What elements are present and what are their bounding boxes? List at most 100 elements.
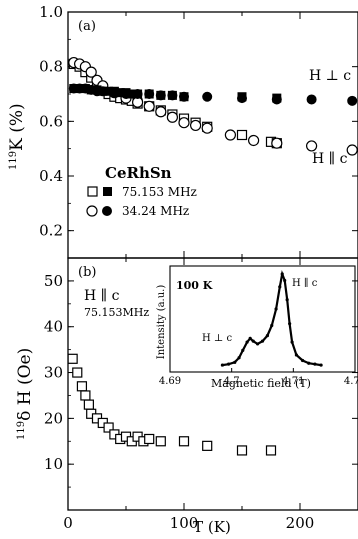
inset-spectrum-point xyxy=(270,323,274,328)
inset-spectrum-point xyxy=(307,361,311,365)
inset-xtick-label: 4.7 xyxy=(224,376,240,387)
panel-b-point xyxy=(178,436,190,447)
panel-a-point-circle-open xyxy=(85,66,97,78)
panel-b-annotation-sub: 75.153MHz xyxy=(84,306,149,319)
panel-a-ylabel-sup: 119 xyxy=(8,151,19,170)
legend-open-square-marker xyxy=(87,186,98,197)
panel-a-frame xyxy=(67,11,358,259)
panel-b-ylabel-sup: 119 xyxy=(16,421,27,440)
x-tick-label: 0 xyxy=(63,514,73,532)
panel-b-point xyxy=(265,445,277,456)
panel-a-point-circle-filled xyxy=(167,90,178,101)
panel-a-point-circle-filled xyxy=(144,89,155,99)
inset-spectrum-point xyxy=(300,358,305,363)
inset-spectrum-point xyxy=(248,336,252,340)
legend-open-circle-marker xyxy=(86,205,98,217)
panel-a-point-circle-filled xyxy=(109,87,120,98)
panel-b-point xyxy=(202,440,213,451)
inset-spectrum-point xyxy=(260,339,265,343)
panel-b-annotation: H ∥ c xyxy=(84,288,120,304)
panel-b-point xyxy=(144,433,155,445)
panel-a-point-circle-open xyxy=(201,122,213,134)
panel-b-data xyxy=(67,353,277,456)
inset-spectrum-point xyxy=(220,363,225,367)
panel-a-point-circle-filled xyxy=(155,90,166,101)
annotation-h-perp-c: H ⊥ c xyxy=(309,68,351,84)
panel-a-ytick-label: 0.4 xyxy=(39,167,63,185)
annotation-h-par-c: H ∥ c xyxy=(312,151,348,167)
panel-b-ytick-label: 10 xyxy=(44,455,63,473)
panel-b-point xyxy=(76,381,88,392)
panel-a-ytick-label: 0.2 xyxy=(39,222,63,240)
tick-layer: 0.2 0.4 0.6 0.8 1.0 10 20 30 40 50 0 100 200 xyxy=(39,3,358,532)
panel-a-point-square-filled xyxy=(127,89,137,99)
panel-a-point-circle-open xyxy=(178,117,190,129)
panel-a-point-circle-open xyxy=(248,134,260,147)
panel-a-point-circle-filled xyxy=(237,93,247,104)
legend: 75.153 MHz 34.24 MHz xyxy=(86,185,197,218)
panel-b-frame xyxy=(67,257,358,511)
inset-spectrum-point xyxy=(285,298,289,302)
panel-b-ytick-label: 40 xyxy=(44,318,63,336)
panel-b-point xyxy=(155,436,166,447)
inset-spectrum-point xyxy=(294,353,299,357)
inset-temperature-label: 100 K xyxy=(176,279,213,292)
inset-frame xyxy=(169,265,356,373)
panel-a-point-circle-filled xyxy=(347,95,358,106)
panel-a-point-circle-open xyxy=(190,119,202,132)
inset-spectrum-point xyxy=(313,362,317,366)
inset-spectrum-point xyxy=(274,307,278,311)
inset-spectrum-point xyxy=(288,322,292,326)
inset-spectrum-point xyxy=(280,272,284,276)
panel-b-ytick-label: 20 xyxy=(44,409,63,427)
panel-b-ylabel: 119δ H (Oe) xyxy=(15,348,35,440)
inset-spectrum-point xyxy=(245,340,249,344)
svg-text:119K (%): 119K (%) xyxy=(7,103,27,170)
panel-b-point xyxy=(67,353,78,364)
panel-a-point-square-filled xyxy=(104,86,114,96)
panel-a-ylabel: 119K (%) xyxy=(7,103,27,170)
panel-a-point-circle-filled xyxy=(202,91,213,102)
legend-filled-circle-marker xyxy=(102,206,112,216)
inset-xtick-label: 4.72 xyxy=(344,376,358,387)
sample-label: CeRhSn xyxy=(105,164,172,182)
legend-filled-square-marker xyxy=(103,187,112,196)
inset-spectrum-point xyxy=(290,340,294,344)
inset-peak-label-perp: H ⊥ c xyxy=(202,333,232,344)
inset-xtick-label: 4.69 xyxy=(159,376,181,387)
panel-b-point xyxy=(80,390,91,401)
inset-data: 4.69 4.7 4.71 4.72 xyxy=(159,270,358,387)
panel-a-point-circle-open xyxy=(224,129,236,141)
x-axis-label: T (K) xyxy=(193,518,231,536)
panel-b-point xyxy=(83,399,94,410)
inset-spectrum-point xyxy=(278,285,282,289)
panel-a-point-circle-open xyxy=(155,106,167,118)
panel-a-point-circle-filled xyxy=(121,89,131,99)
panel-b-ytick-label: 50 xyxy=(44,272,63,290)
panel-a-ytick-label: 0.6 xyxy=(39,112,63,130)
panel-a-data xyxy=(68,56,358,156)
inset-xlabel: Magnetic field (T) xyxy=(211,377,311,390)
panel-a-label: (a) xyxy=(78,19,96,34)
panel-a-ytick-label: 1.0 xyxy=(39,3,63,21)
inset-spectrum-point xyxy=(237,356,241,360)
legend-label-34mhz: 34.24 MHz xyxy=(122,204,189,218)
inset-spectrum-point xyxy=(251,339,255,343)
panel-b-label: (b) xyxy=(78,265,96,280)
panel-a-point-circle-filled xyxy=(132,89,143,99)
inset-spectrum-point xyxy=(319,363,323,367)
panel-b-ytick-label: 30 xyxy=(44,364,63,382)
panel-b-point xyxy=(236,445,248,456)
x-tick-label: 200 xyxy=(286,514,315,532)
panel-a-ylabel-text: K (%) xyxy=(7,103,27,151)
panel-b-point xyxy=(72,367,83,378)
x-tick-label: 100 xyxy=(170,514,199,532)
inset-spectrum-point xyxy=(226,362,231,366)
inset-spectrum-point xyxy=(265,334,270,338)
panel-a-point-circle-filled xyxy=(179,91,189,102)
panel-a-point-circle-filled xyxy=(306,94,317,105)
inset-xtick-label: 4.71 xyxy=(282,376,304,387)
panel-a-point-circle-open xyxy=(143,100,155,112)
panel-a-point-square-open xyxy=(236,129,248,141)
